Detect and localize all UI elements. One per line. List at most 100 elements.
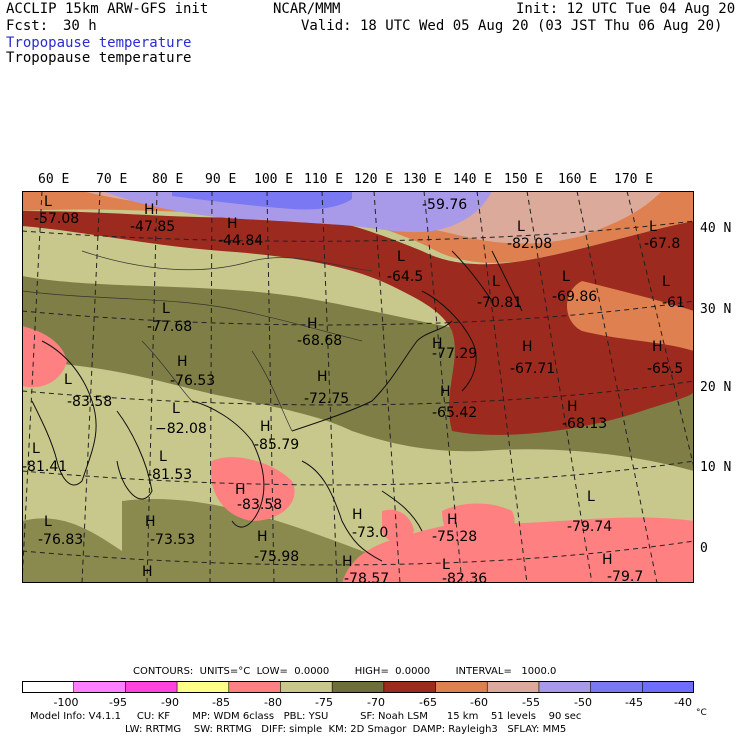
graticule-line (373, 191, 401, 583)
field-title-black: Tropopause temperature (6, 50, 192, 66)
border-line (141, 340, 193, 402)
lat-label: 0 (700, 541, 708, 556)
graticule-line (22, 380, 694, 406)
colorbar-tick: -60 (470, 696, 488, 709)
fill-region (102, 191, 492, 233)
graticule-line (22, 460, 694, 486)
coastline (191, 400, 265, 528)
coastline (381, 490, 423, 532)
lat-label: 30 N (700, 302, 732, 317)
fill-region (382, 509, 414, 543)
lon-label: 150 E (504, 172, 544, 187)
high-value: -73.0 (352, 525, 388, 541)
high-marker: H (317, 369, 328, 385)
low-marker: L (397, 249, 405, 265)
low-value: −82.08 (155, 421, 207, 437)
coastline (421, 290, 477, 392)
low-marker: H (142, 564, 153, 580)
high-value: -73.53 (150, 532, 195, 548)
graticule-line (626, 191, 694, 470)
high-marker: H (227, 216, 238, 232)
tropopause-temperature-map: L -57.08 H -47.85 H -44.84 -59.76 L -82.… (22, 191, 694, 583)
graticule-line (22, 191, 43, 583)
colorbar-tick: -65 (419, 696, 437, 709)
low-marker: L (562, 269, 570, 285)
lon-label: 90 E (205, 172, 237, 187)
lon-label: 120 E (354, 172, 394, 187)
low-value: -79.74 (567, 519, 612, 535)
high-marker: H (352, 507, 363, 523)
high-marker: H (260, 419, 271, 435)
colorbar-tick: -45 (625, 696, 643, 709)
low-marker: L (649, 219, 657, 235)
high-marker: H (177, 354, 188, 370)
high-marker: H (307, 316, 318, 332)
colorbar-swatch (383, 681, 437, 693)
high-value: -76.53 (170, 373, 215, 389)
low-value: -64.5 (387, 269, 423, 285)
low-value: -83.58 (67, 394, 112, 410)
high-value: -59.76 (422, 197, 467, 213)
high-value: -67.71 (510, 361, 555, 377)
low-marker: L (662, 274, 670, 290)
high-value: -65.42 (432, 405, 477, 421)
high-marker: H (602, 552, 613, 568)
high-value: -83.58 (237, 497, 282, 513)
low-marker: L (442, 557, 450, 573)
colorbar-swatch (332, 681, 385, 693)
graticule-line (81, 191, 101, 583)
low-marker: L (162, 301, 170, 317)
high-value: -75.98 (254, 549, 299, 565)
colorbar-tick: -70 (367, 696, 385, 709)
high-marker: H (522, 339, 533, 355)
colorbar-tick: -100 (53, 696, 79, 709)
coastline (31, 340, 97, 486)
high-marker: H (432, 336, 443, 352)
graticule-line (22, 220, 694, 242)
init-time: Init: 12 UTC Tue 04 Aug 20 (516, 1, 736, 17)
high-value: -78.57 (344, 571, 389, 583)
colorbar-swatch (22, 681, 75, 693)
coastline (116, 410, 153, 500)
colorbar-tick: -55 (522, 696, 540, 709)
lon-label: 140 E (453, 172, 493, 187)
fill-region (211, 457, 295, 521)
colorbar-tick: -90 (161, 696, 179, 709)
graticule-line (146, 191, 158, 583)
high-value: -68.68 (297, 333, 342, 349)
model-info-line1: Model Info: V4.1.1 CU: KF MP: WDM 6class… (30, 711, 582, 722)
low-marker: L (32, 441, 40, 457)
coastline (451, 250, 493, 302)
lon-label: 160 E (558, 172, 598, 187)
colorbar-swatch (487, 681, 540, 693)
colorbar-swatch (73, 681, 126, 693)
colorbar-units: °C (696, 708, 707, 718)
fill-region (22, 518, 122, 583)
low-value: -77.68 (147, 319, 192, 335)
low-value: -76.83 (38, 532, 83, 548)
colorbar-swatch (125, 681, 178, 693)
high-marker: H (652, 339, 663, 355)
field-title-blue: Tropopause temperature (6, 35, 192, 51)
lon-label: 170 E (614, 172, 654, 187)
low-value: -82.08 (507, 236, 552, 252)
graticule-line (209, 191, 213, 583)
colorbar-swatch (538, 681, 592, 693)
graticule-line (22, 300, 694, 326)
colorbar-tick: -80 (264, 696, 282, 709)
high-value: -72.75 (304, 391, 349, 407)
colorbar-tick: -75 (315, 696, 333, 709)
org-label: NCAR/MMM (273, 1, 341, 17)
low-marker: L (492, 274, 500, 290)
model-title: ACCLIP 15km ARW-GFS init (6, 1, 209, 17)
high-marker: H (235, 482, 246, 498)
lat-label: 20 N (700, 380, 732, 395)
colorbar-tick: -40 (674, 696, 692, 709)
valid-time: Valid: 18 UTC Wed 05 Aug 20 (03 JST Thu … (301, 18, 723, 34)
low-value: -81.53 (147, 467, 192, 483)
lon-label: 70 E (96, 172, 128, 187)
graticule-line (22, 540, 694, 566)
graticule-line (321, 191, 338, 583)
low-marker: L (517, 219, 525, 235)
high-marker: H (567, 399, 578, 415)
